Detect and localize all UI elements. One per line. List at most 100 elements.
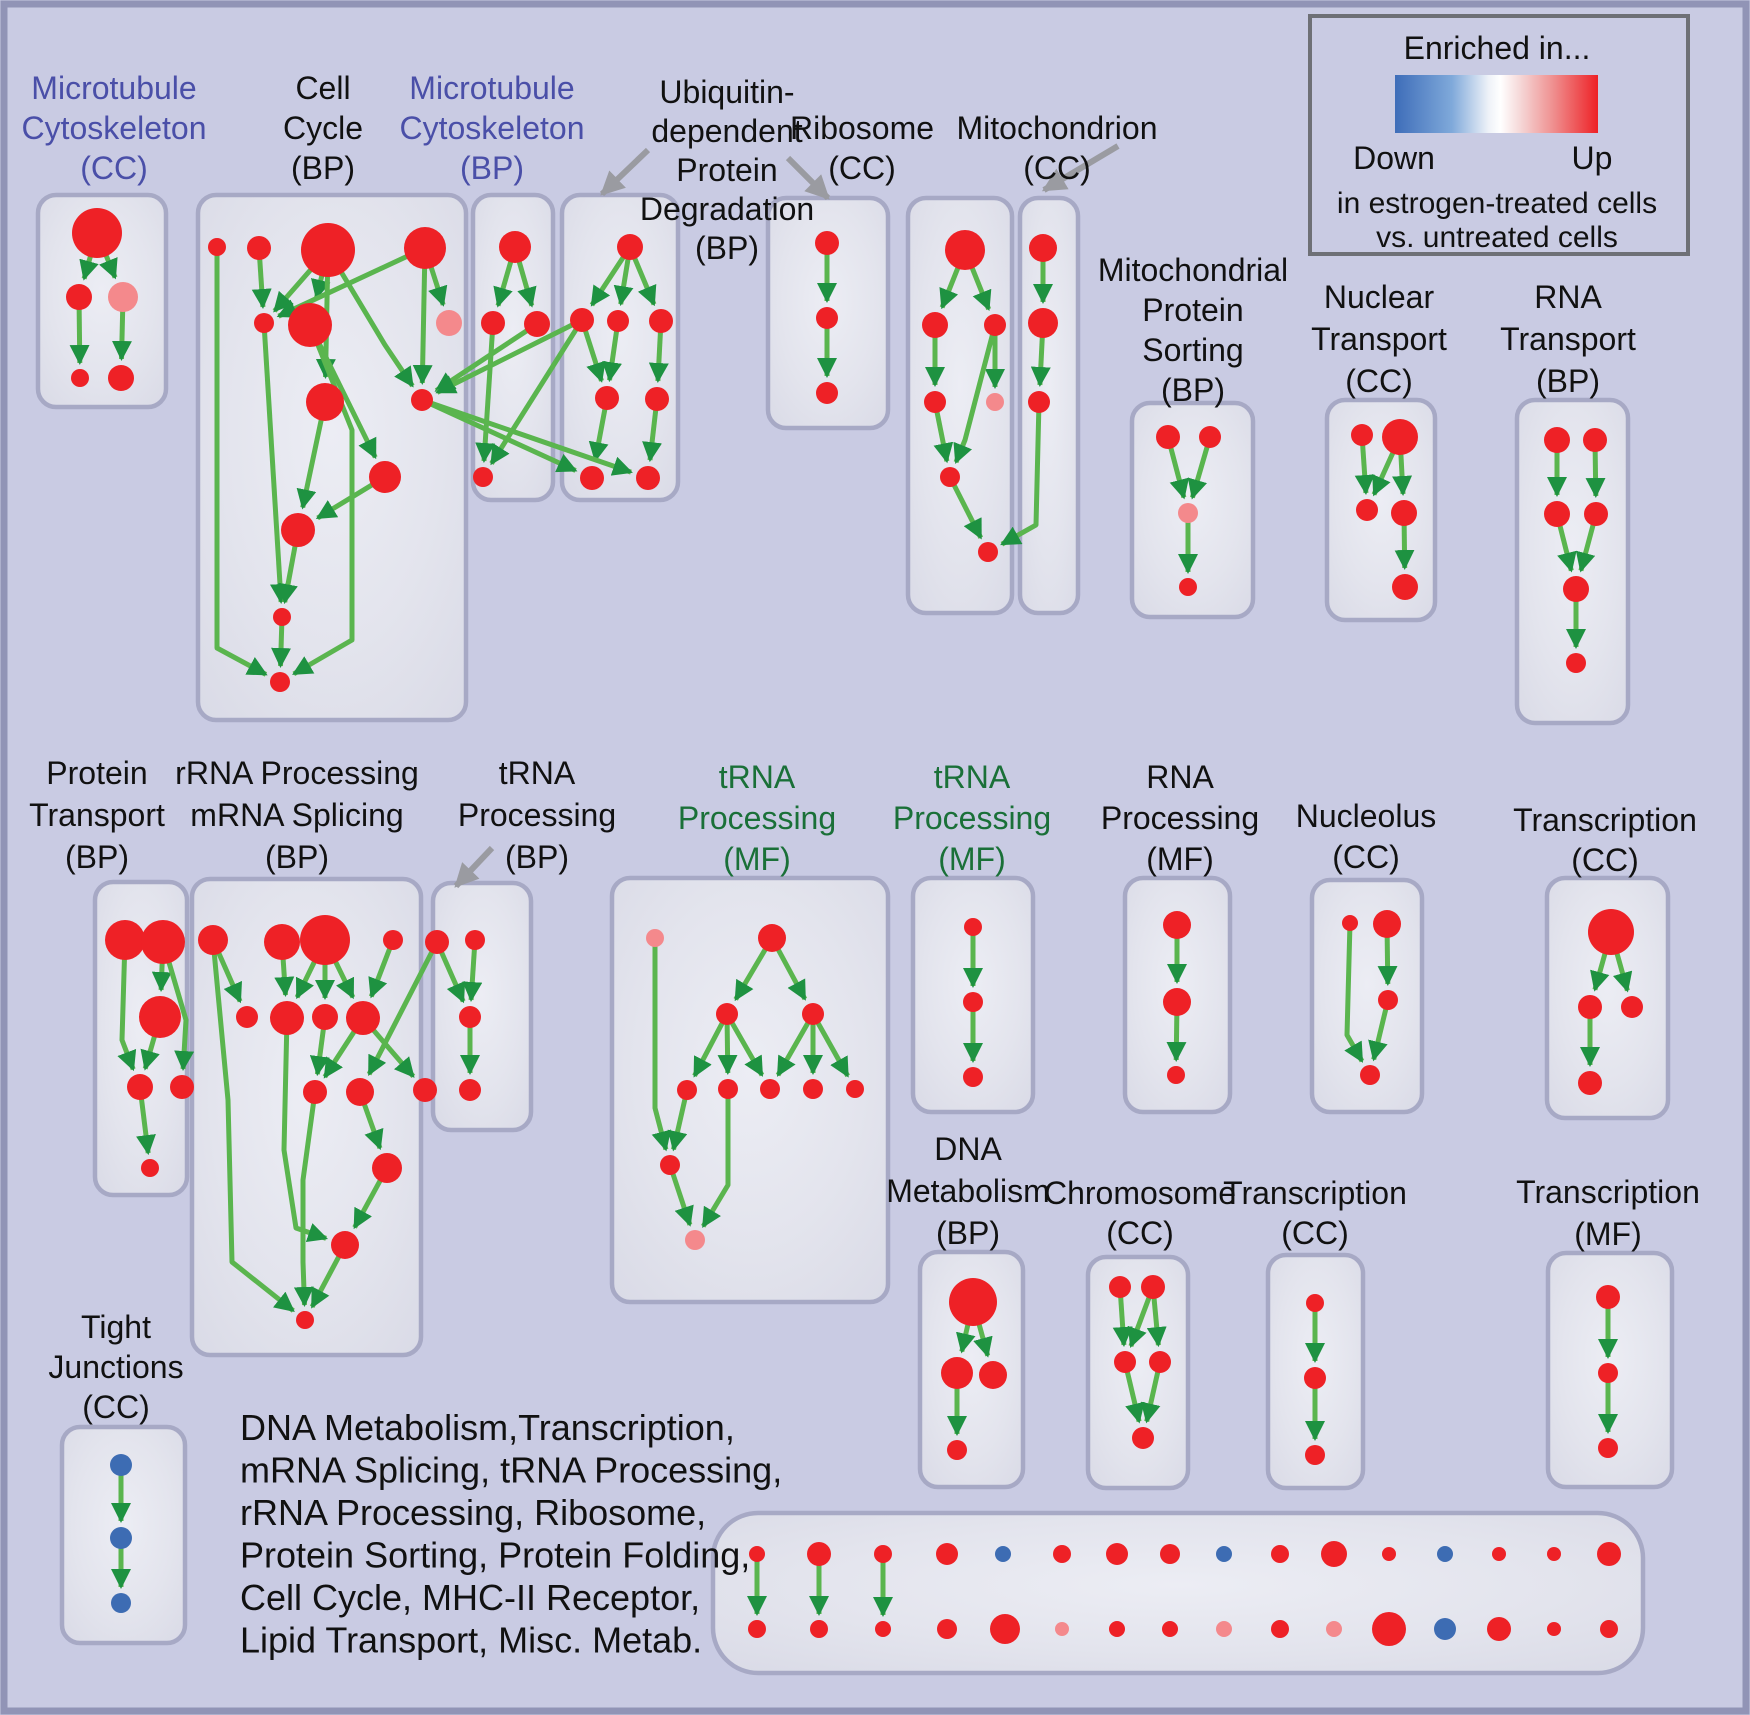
legend-up-label: Up bbox=[1572, 140, 1613, 176]
go-term-node bbox=[1547, 1622, 1561, 1636]
go-term-node bbox=[660, 1155, 680, 1175]
edge-f4-f9 bbox=[810, 1012, 850, 1078]
go-term-node bbox=[816, 382, 838, 404]
label-trna-processing-mf-2: tRNA Processing (MF) bbox=[893, 759, 1051, 877]
go-term-node bbox=[1597, 1542, 1621, 1566]
go-term-node bbox=[1305, 1445, 1325, 1465]
edge-rm2-rr6 bbox=[281, 1017, 328, 1242]
label-nuclear-transport-cc: Nuclear Transport (CC) bbox=[1311, 279, 1447, 399]
go-term-node bbox=[649, 309, 673, 333]
legend-down-label: Down bbox=[1353, 140, 1435, 176]
legend-box bbox=[1308, 14, 1690, 256]
label-chromosome-cc: Chromosome (CC) bbox=[1044, 1175, 1236, 1251]
go-term-node bbox=[617, 234, 643, 260]
go-term-node bbox=[139, 996, 181, 1038]
go-term-node bbox=[1392, 574, 1418, 600]
go-term-node bbox=[459, 1006, 481, 1028]
label-trna-processing-bp: tRNA Processing (BP) bbox=[458, 755, 616, 875]
go-term-node bbox=[1391, 500, 1417, 526]
go-term-node bbox=[110, 1454, 132, 1476]
go-term-node bbox=[198, 925, 228, 955]
go-term-node bbox=[296, 1311, 314, 1329]
go-term-node bbox=[607, 310, 629, 332]
go-term-node bbox=[1114, 1351, 1136, 1373]
go-term-node bbox=[979, 1361, 1007, 1389]
go-term-node bbox=[1544, 501, 1570, 527]
go-term-node bbox=[1373, 910, 1401, 938]
go-term-node bbox=[236, 1006, 258, 1028]
label-pointer-arrow-1 bbox=[599, 147, 651, 197]
label-rrna-processing-mrna-splicing-bp: rRNA Processing mRNA Splicing (BP) bbox=[175, 755, 419, 875]
go-term-node bbox=[1271, 1545, 1289, 1563]
go-term-node bbox=[1372, 1612, 1406, 1646]
go-term-node bbox=[963, 1067, 983, 1087]
go-term-node bbox=[300, 915, 350, 965]
go-term-node bbox=[346, 1078, 374, 1106]
go-term-node bbox=[1596, 1285, 1620, 1309]
edge-rb3-rb6 bbox=[953, 324, 998, 465]
go-term-node bbox=[1271, 1620, 1289, 1638]
label-mitochondrion-cc: Mitochondrion (CC) bbox=[957, 110, 1158, 186]
go-term-node bbox=[570, 308, 594, 332]
edge-rr4-rm4 bbox=[368, 939, 396, 999]
go-term-node bbox=[645, 387, 669, 411]
go-term-node bbox=[760, 1079, 780, 1099]
go-term-node bbox=[141, 1159, 159, 1177]
edge-ccd-cch bbox=[412, 247, 433, 385]
go-term-node bbox=[1600, 1620, 1618, 1638]
go-term-node bbox=[1492, 1547, 1506, 1561]
go-term-node bbox=[1141, 1275, 1165, 1299]
go-term-node bbox=[964, 918, 982, 936]
go-term-node bbox=[846, 1080, 864, 1098]
go-term-node bbox=[1584, 502, 1608, 526]
go-term-node bbox=[110, 1527, 132, 1549]
cluster-box-misc-clusters bbox=[710, 1510, 1646, 1676]
go-term-node bbox=[1583, 428, 1607, 452]
go-term-node bbox=[677, 1080, 697, 1100]
go-term-node bbox=[1162, 1621, 1178, 1637]
edge-mbp2-mbp4 bbox=[475, 322, 496, 463]
go-term-node bbox=[1167, 1066, 1185, 1084]
cluster-box-rrna-processing-mrna-splicing bbox=[189, 876, 424, 1358]
go-term-node bbox=[1563, 576, 1589, 602]
go-term-node bbox=[1028, 308, 1058, 338]
go-term-node bbox=[1598, 1438, 1618, 1458]
go-term-node bbox=[108, 282, 138, 312]
label-rna-transport-bp: RNA Transport (BP) bbox=[1500, 279, 1636, 399]
go-term-node bbox=[247, 236, 271, 260]
go-term-node bbox=[301, 223, 355, 277]
go-term-node bbox=[465, 930, 485, 950]
go-term-node bbox=[1382, 419, 1418, 455]
edge-f3-f5 bbox=[692, 1012, 730, 1078]
go-term-node bbox=[270, 672, 290, 692]
go-term-node bbox=[1149, 1351, 1171, 1373]
go-term-node bbox=[984, 314, 1006, 336]
edge-tb2-tb3 bbox=[462, 939, 483, 1002]
go-term-node bbox=[66, 284, 92, 310]
go-term-node bbox=[803, 1079, 823, 1099]
edge-cca-ccm bbox=[214, 247, 268, 677]
go-term-node bbox=[922, 312, 948, 338]
go-term-node bbox=[941, 1357, 973, 1389]
go-term-node bbox=[815, 231, 839, 255]
go-term-node bbox=[947, 1440, 967, 1460]
go-term-node bbox=[1351, 424, 1373, 446]
go-term-node bbox=[1306, 1294, 1324, 1312]
go-term-node bbox=[425, 930, 449, 954]
cluster-box-trna-processing-bp bbox=[430, 880, 534, 1133]
go-term-node bbox=[940, 467, 960, 487]
label-ubiquitin-dependent-protein-degradation-bp: Ubiquitin-dependent Protein Degradation (BP… bbox=[640, 74, 814, 266]
go-term-node bbox=[1216, 1546, 1232, 1562]
go-term-node bbox=[1304, 1367, 1326, 1389]
go-term-node bbox=[404, 227, 446, 269]
cluster-box-chromosome bbox=[1085, 1254, 1191, 1491]
go-term-node bbox=[1055, 1622, 1069, 1636]
go-term-node bbox=[1160, 1544, 1180, 1564]
go-term-node bbox=[1029, 234, 1057, 262]
go-term-node bbox=[1487, 1617, 1511, 1641]
go-term-node bbox=[72, 208, 122, 258]
label-misc-cluster-list: DNA Metabolism,Transcription, mRNA Splici… bbox=[240, 1407, 782, 1661]
label-ribosome-cc: Ribosome (CC) bbox=[790, 110, 934, 186]
